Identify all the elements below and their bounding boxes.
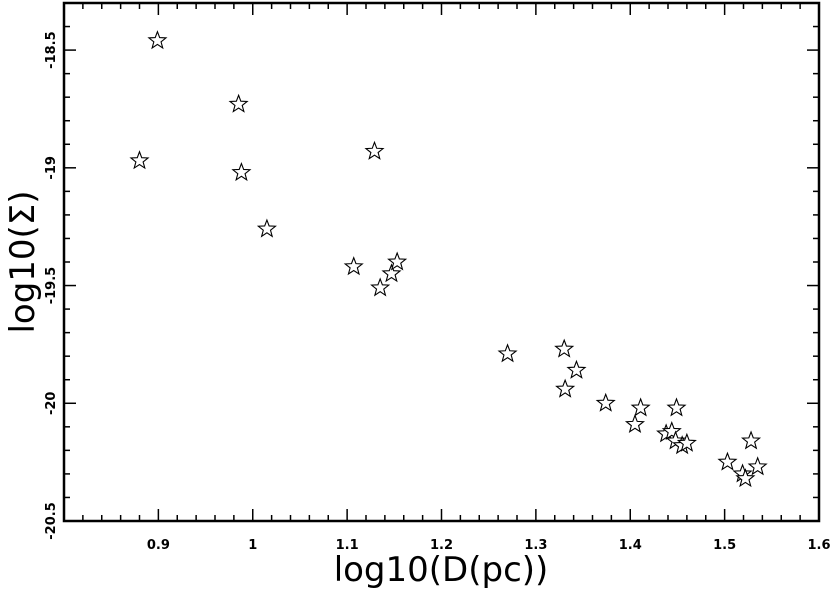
data-point-star	[595, 392, 616, 412]
data-point-star	[554, 338, 575, 358]
data-point-star	[741, 430, 762, 450]
y-tick-label: -18.5	[44, 31, 59, 68]
y-tick-label: -19	[44, 156, 59, 180]
plot-frame	[62, 1, 821, 523]
y-tick-label: -19.5	[44, 267, 59, 304]
data-point-star	[343, 256, 364, 276]
data-point-star	[624, 413, 646, 434]
data-point-star	[497, 343, 518, 363]
x-tick-label: 1.5	[713, 538, 736, 553]
data-point-star	[381, 263, 402, 283]
data-point-star	[661, 420, 682, 441]
x-tick-label: 1.1	[336, 538, 359, 553]
x-tick-label: 0.9	[147, 538, 170, 553]
y-axis-title: log10(Σ)	[3, 190, 43, 333]
data-point-star	[129, 150, 150, 170]
data-point-star	[555, 378, 576, 398]
data-point-star	[747, 456, 768, 476]
data-point-star	[147, 30, 168, 50]
x-tick-label: 1	[248, 538, 257, 553]
data-point-star	[735, 468, 756, 488]
data-point-star	[666, 397, 687, 417]
x-tick-label: 1.3	[524, 538, 547, 553]
data-point-star	[717, 451, 738, 471]
data-point-star	[228, 93, 249, 113]
data-point-star	[630, 397, 651, 417]
data-point-star	[364, 140, 385, 160]
x-tick-label: 1.2	[430, 538, 453, 553]
data-point-star	[566, 359, 587, 379]
x-tick-label: 1.6	[807, 538, 830, 553]
data-point-star	[387, 251, 408, 271]
data-point-star	[256, 218, 277, 238]
data-point-star	[231, 161, 252, 182]
data-point-star	[370, 277, 391, 297]
x-axis-title: log10(D(pc))	[334, 550, 549, 590]
x-tick-label: 1.4	[619, 538, 642, 553]
x-axis: 0.9 1 1.1 1.2 1.3 1.4 1.5 1.6	[63, 3, 830, 553]
data-points	[129, 30, 768, 488]
y-axis: -20.5 -20 -19.5 -19 -18.5	[44, 2, 819, 540]
y-tick-label: -20.5	[44, 502, 59, 539]
y-tick-label: -20	[44, 392, 59, 416]
data-point-star	[676, 432, 697, 452]
